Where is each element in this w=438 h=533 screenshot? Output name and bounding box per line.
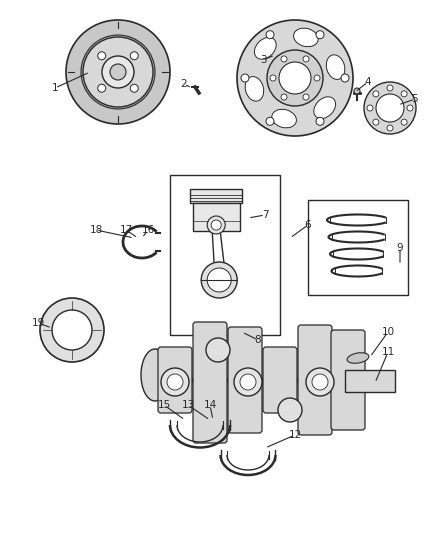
Bar: [212, 361, 226, 367]
Circle shape: [211, 220, 221, 230]
FancyBboxPatch shape: [193, 322, 227, 443]
Circle shape: [267, 50, 323, 106]
Text: 18: 18: [89, 225, 102, 235]
Text: 3: 3: [260, 55, 266, 65]
Circle shape: [401, 119, 407, 125]
Circle shape: [303, 94, 309, 100]
Text: 12: 12: [288, 430, 302, 440]
Circle shape: [207, 216, 225, 234]
FancyBboxPatch shape: [298, 325, 332, 435]
Circle shape: [234, 368, 262, 396]
Circle shape: [306, 368, 334, 396]
Circle shape: [401, 91, 407, 97]
Text: 6: 6: [305, 220, 311, 230]
Circle shape: [367, 105, 373, 111]
Circle shape: [207, 268, 231, 292]
Circle shape: [341, 74, 349, 82]
Circle shape: [316, 117, 324, 125]
Circle shape: [373, 91, 379, 97]
Circle shape: [387, 85, 393, 91]
Text: 8: 8: [254, 335, 261, 345]
Circle shape: [364, 82, 416, 134]
Circle shape: [303, 56, 309, 62]
Ellipse shape: [272, 109, 297, 128]
Ellipse shape: [293, 28, 318, 47]
Circle shape: [81, 35, 155, 109]
Ellipse shape: [326, 55, 345, 79]
Circle shape: [130, 52, 138, 60]
Circle shape: [206, 338, 230, 362]
Text: 1: 1: [52, 83, 58, 93]
FancyBboxPatch shape: [331, 330, 365, 430]
Circle shape: [270, 75, 276, 81]
Circle shape: [167, 374, 183, 390]
Circle shape: [281, 56, 287, 62]
Bar: [308, 200, 408, 295]
Text: 7: 7: [261, 210, 268, 220]
Text: 14: 14: [203, 400, 217, 410]
Text: 17: 17: [120, 225, 133, 235]
Circle shape: [354, 88, 360, 94]
Circle shape: [241, 74, 249, 82]
Circle shape: [314, 75, 320, 81]
Circle shape: [376, 94, 404, 122]
Text: 5: 5: [412, 94, 418, 104]
Ellipse shape: [254, 37, 276, 59]
Bar: [170, 175, 280, 335]
FancyBboxPatch shape: [263, 347, 297, 413]
Circle shape: [407, 105, 413, 111]
Circle shape: [373, 119, 379, 125]
Ellipse shape: [314, 97, 336, 118]
Text: 10: 10: [381, 327, 395, 337]
Circle shape: [98, 84, 106, 92]
Circle shape: [40, 298, 104, 362]
Bar: [345, 370, 395, 392]
Text: 11: 11: [381, 347, 395, 357]
Bar: [193, 203, 240, 231]
Circle shape: [312, 374, 328, 390]
Ellipse shape: [245, 77, 264, 101]
Circle shape: [278, 398, 302, 422]
Text: 4: 4: [365, 77, 371, 87]
FancyBboxPatch shape: [158, 347, 192, 413]
Circle shape: [237, 20, 353, 136]
Circle shape: [66, 20, 170, 124]
Circle shape: [83, 37, 153, 107]
Circle shape: [52, 310, 92, 350]
Circle shape: [110, 64, 126, 80]
Text: 15: 15: [157, 400, 171, 410]
Text: 13: 13: [181, 400, 194, 410]
Bar: [190, 189, 242, 203]
Circle shape: [240, 374, 256, 390]
Circle shape: [266, 117, 274, 125]
Circle shape: [130, 84, 138, 92]
Circle shape: [281, 94, 287, 100]
Circle shape: [279, 62, 311, 94]
Text: 16: 16: [141, 225, 155, 235]
Circle shape: [266, 31, 274, 39]
FancyBboxPatch shape: [228, 327, 262, 433]
Text: 2: 2: [181, 79, 187, 89]
Ellipse shape: [347, 353, 369, 364]
Circle shape: [316, 31, 324, 39]
Circle shape: [161, 368, 189, 396]
Text: 9: 9: [397, 243, 403, 253]
Circle shape: [387, 125, 393, 131]
Text: 19: 19: [32, 318, 45, 328]
Circle shape: [102, 56, 134, 88]
Circle shape: [98, 52, 106, 60]
Circle shape: [201, 262, 237, 298]
Ellipse shape: [141, 349, 169, 401]
